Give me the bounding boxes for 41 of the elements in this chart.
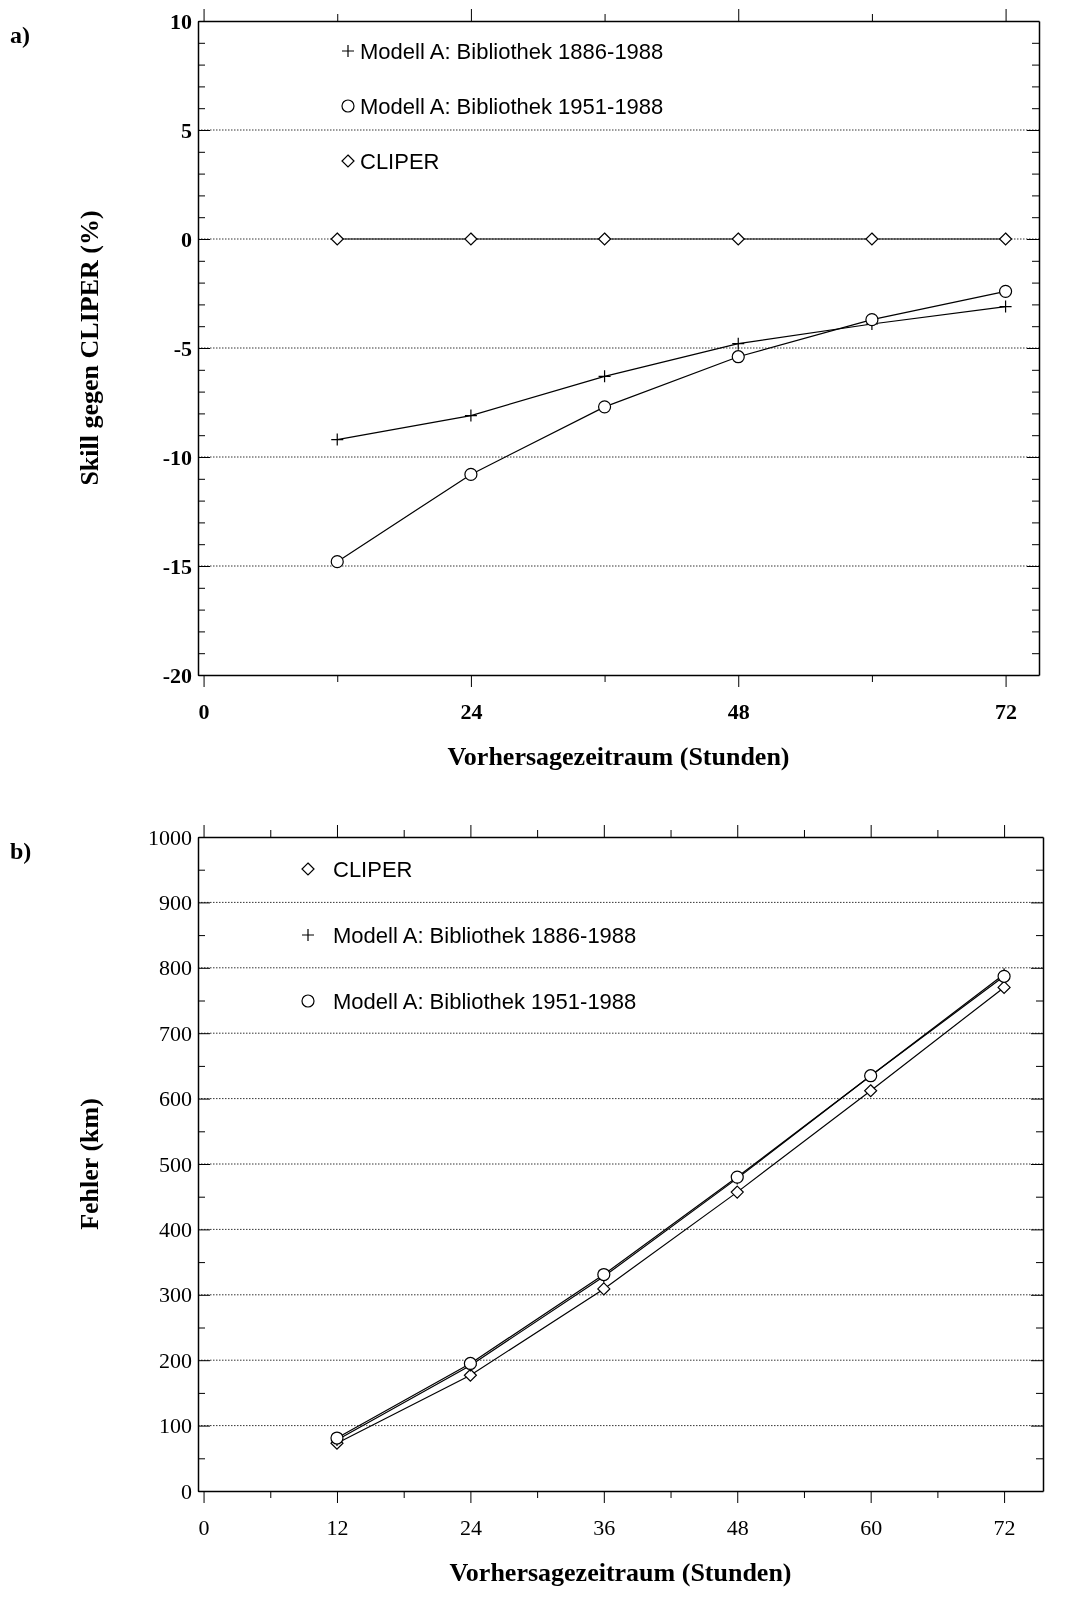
- chart-title: b): [10, 838, 32, 864]
- x-tick-label: 0: [198, 1515, 210, 1541]
- y-tick-label: -20: [162, 662, 192, 688]
- y-tick-label: 400: [159, 1216, 192, 1242]
- x-tick-label: 72: [993, 1515, 1016, 1541]
- legend-label: Modell A: Bibliothek 1951-1988: [333, 988, 637, 1014]
- x-axis-title: Vorhersagezeitraum (Stunden): [449, 1558, 792, 1587]
- x-tick-label: 60: [860, 1515, 883, 1541]
- x-tick-label: 72: [995, 699, 1018, 725]
- x-axis-title: Vorhersagezeitraum (Stunden): [447, 742, 790, 771]
- y-tick-label: 500: [159, 1151, 192, 1177]
- x-tick-label: 24: [460, 699, 483, 725]
- y-tick-label: 1000: [148, 824, 192, 850]
- legend-label: Modell A: Bibliothek 1886-1988: [360, 38, 664, 64]
- y-tick-label: 5: [181, 117, 192, 143]
- x-tick-label: 12: [326, 1515, 349, 1541]
- y-tick-label: -5: [173, 335, 192, 361]
- chart-title: a): [10, 22, 30, 48]
- legend-label: CLIPER: [333, 856, 413, 882]
- y-tick-label: 300: [159, 1282, 192, 1308]
- y-tick-label: 200: [159, 1347, 192, 1373]
- legend-label: Modell A: Bibliothek 1886-1988: [333, 922, 637, 948]
- x-tick-label: 0: [198, 699, 210, 725]
- y-tick-label: -15: [162, 553, 192, 579]
- y-tick-label: -10: [162, 444, 192, 470]
- y-tick-label: 0: [181, 1478, 192, 1504]
- y-tick-label: 600: [159, 1086, 192, 1112]
- legend-label: CLIPER: [360, 148, 440, 174]
- y-tick-label: 100: [159, 1413, 192, 1439]
- legend-label: Modell A: Bibliothek 1951-1988: [360, 93, 664, 119]
- y-axis-title: Skill gegen CLIPER (%): [75, 210, 104, 486]
- y-axis-title: Fehler (km): [75, 1098, 104, 1230]
- x-tick-label: 48: [726, 1515, 749, 1541]
- y-tick-label: 900: [159, 889, 192, 915]
- y-tick-label: 0: [181, 226, 192, 252]
- y-tick-label: 800: [159, 955, 192, 981]
- x-tick-label: 24: [459, 1515, 482, 1541]
- x-tick-label: 48: [727, 699, 750, 725]
- y-tick-label: 10: [170, 8, 192, 34]
- x-tick-label: 36: [593, 1515, 616, 1541]
- y-tick-label: 700: [159, 1020, 192, 1046]
